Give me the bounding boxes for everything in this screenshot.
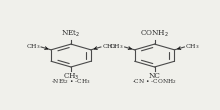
Text: NEt$_2$: NEt$_2$ (61, 29, 81, 39)
Text: CH$_3$: CH$_3$ (102, 42, 116, 51)
Text: CONH$_2$: CONH$_2$ (140, 29, 169, 39)
Text: CH$_3$: CH$_3$ (63, 72, 79, 82)
Text: -NEt$_2$ • -CH$_3$: -NEt$_2$ • -CH$_3$ (51, 77, 91, 86)
Text: CH$_3$: CH$_3$ (185, 42, 200, 51)
Text: NC: NC (148, 72, 160, 80)
Text: CH$_3$: CH$_3$ (26, 42, 40, 51)
Text: CH$_3$: CH$_3$ (109, 42, 124, 51)
Text: -CN • -CONH$_2$: -CN • -CONH$_2$ (132, 77, 177, 86)
